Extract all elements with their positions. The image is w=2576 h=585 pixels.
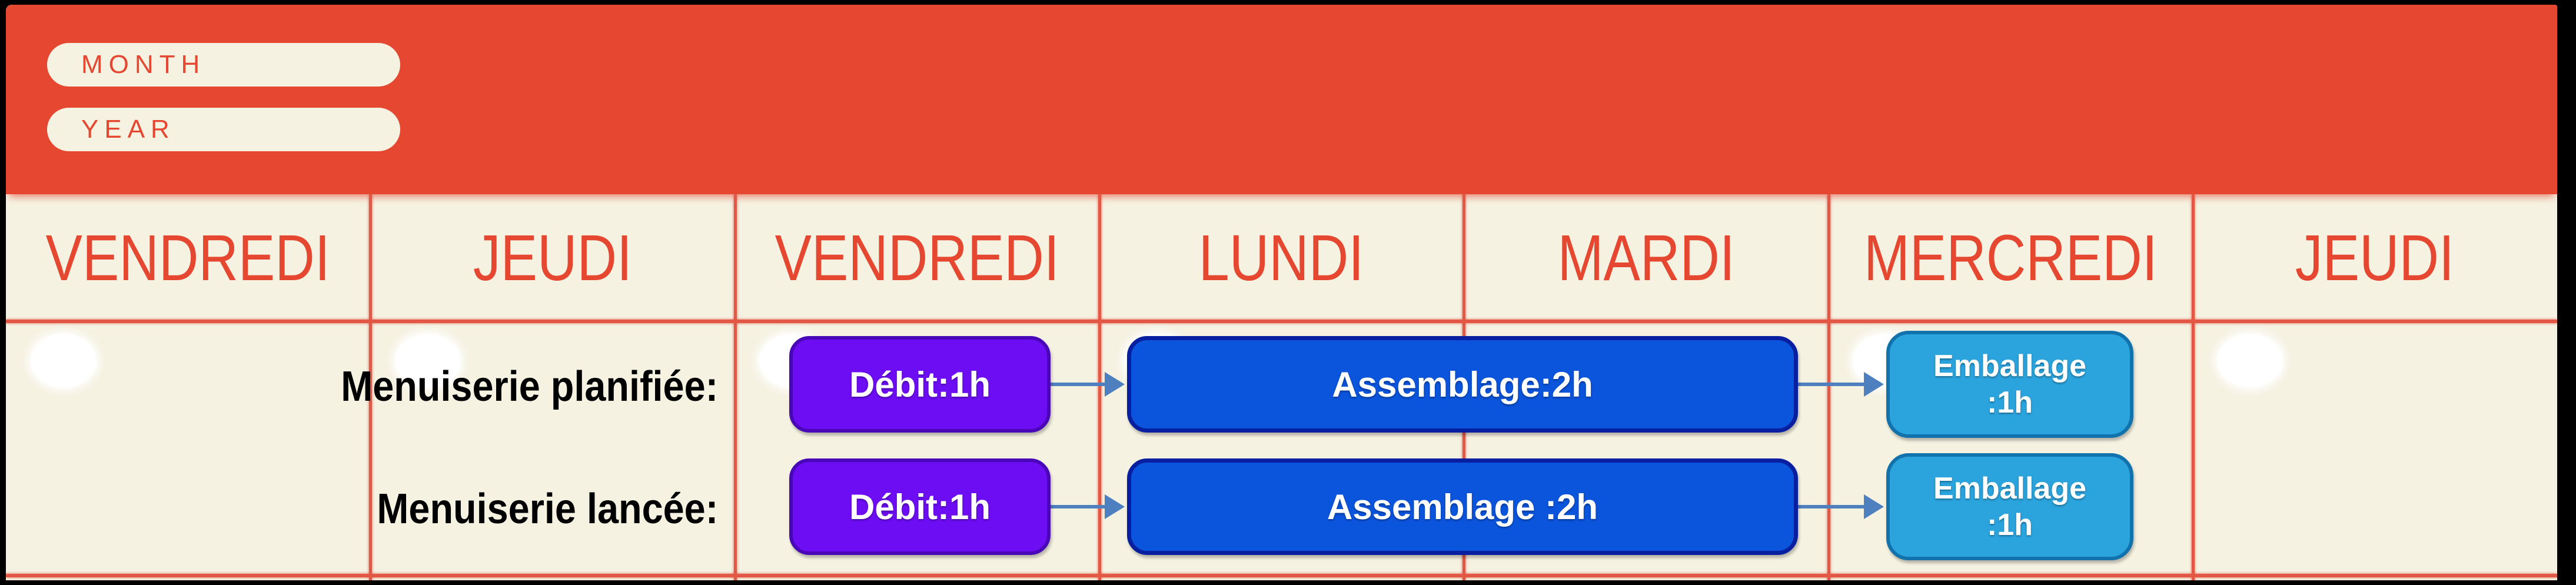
day-number-oval	[395, 334, 461, 388]
day-header-mercredi: MERCREDI	[1828, 194, 2192, 322]
day-header-jeudi-1: JEUDI	[370, 194, 734, 322]
header-band: MONTH YEAR	[6, 5, 2557, 194]
connector-line	[1051, 383, 1105, 386]
connector-line	[1798, 383, 1864, 386]
day-header-row: VENDREDI JEUDI VENDREDI LUNDI MARDI MERC…	[6, 194, 2557, 322]
day-header-vendredi-2: VENDREDI	[735, 194, 1099, 322]
planner-canvas: MONTH YEAR VENDREDI JEUDI VENDREDI LUNDI…	[6, 5, 2557, 580]
day-label: VENDREDI	[46, 222, 331, 294]
row-label-text: Menuiserie lancée:	[377, 486, 718, 533]
task-debit-lancee[interactable]: Débit:1h	[789, 458, 1051, 555]
column-divider	[734, 194, 737, 580]
year-selector-label: YEAR	[81, 115, 175, 144]
day-label: JEUDI	[2295, 222, 2455, 294]
day-number-oval	[31, 334, 97, 388]
table-bottom-border	[6, 574, 2557, 577]
day-label: LUNDI	[1199, 222, 1364, 294]
day-header-mardi: MARDI	[1464, 194, 1828, 322]
task-label-line1: Emballage	[1933, 348, 2087, 383]
task-label: Débit:1h	[849, 487, 990, 527]
task-label: Débit:1h	[849, 364, 990, 404]
day-header-jeudi-2: JEUDI	[2193, 194, 2557, 322]
task-label-line1: Emballage	[1933, 471, 2087, 506]
connector-arrow-icon	[1105, 372, 1125, 397]
column-divider	[2192, 194, 2195, 580]
header-row-divider	[6, 320, 2557, 323]
task-label-line2: :1h	[1986, 508, 2033, 542]
connector-line	[1051, 505, 1105, 508]
task-label: Assemblage :2h	[1327, 487, 1598, 527]
row-label-text: Menuiserie planifiée:	[341, 363, 718, 410]
task-emballage-planifiee[interactable]: Emballage :1h	[1886, 331, 2133, 438]
column-divider	[1098, 194, 1101, 580]
connector-arrow-icon	[1105, 494, 1125, 519]
day-label: MERCREDI	[1863, 222, 2158, 294]
month-selector[interactable]: MONTH	[47, 43, 400, 87]
task-emballage-lancee[interactable]: Emballage :1h	[1886, 453, 2133, 560]
task-assemblage-lancee[interactable]: Assemblage :2h	[1127, 458, 1798, 555]
connector-arrow-icon	[1864, 494, 1884, 519]
column-divider	[1827, 194, 1830, 580]
row-label-planifiee: Menuiserie planifiée:	[6, 363, 718, 411]
day-label: MARDI	[1557, 222, 1735, 294]
row-label-lancee: Menuiserie lancée:	[6, 485, 718, 533]
connector-arrow-icon	[1864, 372, 1884, 397]
month-selector-label: MONTH	[81, 50, 206, 79]
connector-line	[1798, 505, 1864, 508]
task-debit-planifiee[interactable]: Débit:1h	[789, 336, 1051, 433]
column-divider	[369, 194, 372, 580]
task-label: Assemblage:2h	[1332, 364, 1593, 404]
day-header-lundi: LUNDI	[1099, 194, 1464, 322]
day-number-oval	[2217, 334, 2283, 388]
year-selector[interactable]: YEAR	[47, 108, 400, 151]
task-assemblage-planifiee[interactable]: Assemblage:2h	[1127, 336, 1798, 433]
task-label-line2: :1h	[1986, 385, 2033, 420]
day-header-vendredi-1: VENDREDI	[6, 194, 370, 322]
day-label: VENDREDI	[775, 222, 1059, 294]
day-label: JEUDI	[473, 222, 632, 294]
